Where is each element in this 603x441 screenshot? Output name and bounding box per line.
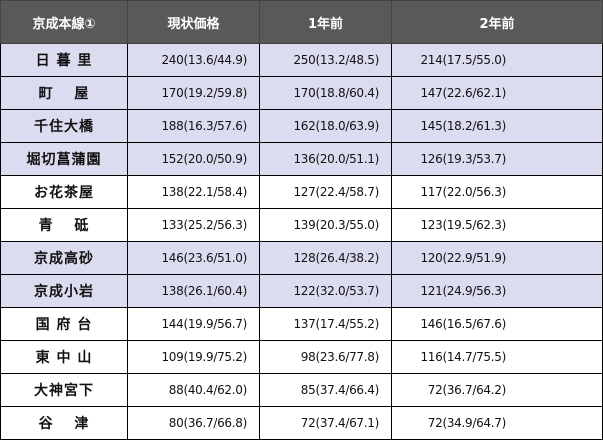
1-year-ago-cell: 250(13.2/48.5) (259, 43, 392, 77)
1-year-ago-cell: 98(23.6/77.8) (259, 340, 392, 374)
header-station: 京成本線① (0, 0, 128, 44)
2-years-ago-cell: 72(34.9/64.7) (391, 406, 603, 440)
header-current-price: 現状価格 (127, 0, 260, 44)
2-years-ago-cell: 147(22.6/62.1) (391, 76, 603, 110)
1-year-ago-cell: 128(26.4/38.2) (259, 241, 392, 275)
2-years-ago-cell: 146(16.5/67.6) (391, 307, 603, 341)
1-year-ago-cell: 85(37.4/66.4) (259, 373, 392, 407)
station-name: 青 砥 (0, 208, 128, 242)
table-row: 京成小岩 138(26.1/60.4) 122(32.0/53.7) 121(24.9… (0, 274, 603, 308)
header-row: 京成本線① 現状価格 1年前 2年前 (0, 0, 603, 44)
2-years-ago-cell: 72(36.7/64.2) (391, 373, 603, 407)
table-row: 青 砥 133(25.2/56.3) 139(20.3/55.0) 123(19.5/… (0, 208, 603, 242)
1-year-ago-cell: 72(37.4/67.1) (259, 406, 392, 440)
table-row: 東 中 山 109(19.9/75.2) 98(23.6/77.8) 116(14.7… (0, 340, 603, 374)
2-years-ago-cell: 116(14.7/75.5) (391, 340, 603, 374)
table-row: 町 屋 170(19.2/59.8) 170(18.8/60.4) 147(22.6/… (0, 76, 603, 110)
station-name: 京成小岩 (0, 274, 128, 308)
1-year-ago-cell: 137(17.4/55.2) (259, 307, 392, 341)
2-years-ago-cell: 121(24.9/56.3) (391, 274, 603, 308)
table-row: 国 府 台 144(19.9/56.7) 137(17.4/55.2) 146(16.… (0, 307, 603, 341)
2-years-ago-cell: 145(18.2/61.3) (391, 109, 603, 143)
table-row: 大神宮下 88(40.4/62.0) 85(37.4/66.4) 72(36.7/64… (0, 373, 603, 407)
table-row: お花茶屋 138(22.1/58.4) 127(22.4/58.7) 117(22.0… (0, 175, 603, 209)
station-name: 千住大橋 (0, 109, 128, 143)
header-1-year-ago: 1年前 (259, 0, 392, 44)
2-years-ago-cell: 117(22.0/56.3) (391, 175, 603, 209)
station-name: 京成高砂 (0, 241, 128, 275)
current-price-cell: 138(22.1/58.4) (127, 175, 260, 209)
table-row: 谷 津 80(36.7/66.8) 72(37.4/67.1) 72(34.9/64.… (0, 406, 603, 440)
station-name: 堀切菖蒲園 (0, 142, 128, 176)
1-year-ago-cell: 139(20.3/55.0) (259, 208, 392, 242)
station-name: 日 暮 里 (0, 43, 128, 77)
station-name: 大神宮下 (0, 373, 128, 407)
table-row: 京成高砂 146(23.6/51.0) 128(26.4/38.2) 120(22.9… (0, 241, 603, 275)
current-price-cell: 144(19.9/56.7) (127, 307, 260, 341)
current-price-cell: 88(40.4/62.0) (127, 373, 260, 407)
2-years-ago-cell: 120(22.9/51.9) (391, 241, 603, 275)
current-price-cell: 240(13.6/44.9) (127, 43, 260, 77)
1-year-ago-cell: 170(18.8/60.4) (259, 76, 392, 110)
table-row: 堀切菖蒲園 152(20.0/50.9) 136(20.0/51.1) 126(19.… (0, 142, 603, 176)
1-year-ago-cell: 136(20.0/51.1) (259, 142, 392, 176)
station-name: 東 中 山 (0, 340, 128, 374)
station-name: 町 屋 (0, 76, 128, 110)
1-year-ago-cell: 122(32.0/53.7) (259, 274, 392, 308)
current-price-cell: 109(19.9/75.2) (127, 340, 260, 374)
current-price-cell: 133(25.2/56.3) (127, 208, 260, 242)
station-name: お花茶屋 (0, 175, 128, 209)
current-price-cell: 80(36.7/66.8) (127, 406, 260, 440)
station-name: 谷 津 (0, 406, 128, 440)
2-years-ago-cell: 126(19.3/53.7) (391, 142, 603, 176)
current-price-cell: 170(19.2/59.8) (127, 76, 260, 110)
current-price-cell: 188(16.3/57.6) (127, 109, 260, 143)
table-row: 日 暮 里 240(13.6/44.9) 250(13.2/48.5) 214(17.… (0, 43, 603, 77)
1-year-ago-cell: 162(18.0/63.9) (259, 109, 392, 143)
station-name: 国 府 台 (0, 307, 128, 341)
current-price-cell: 146(23.6/51.0) (127, 241, 260, 275)
current-price-cell: 138(26.1/60.4) (127, 274, 260, 308)
current-price-cell: 152(20.0/50.9) (127, 142, 260, 176)
header-2-years-ago: 2年前 (391, 0, 603, 44)
1-year-ago-cell: 127(22.4/58.7) (259, 175, 392, 209)
2-years-ago-cell: 214(17.5/55.0) (391, 43, 603, 77)
table-body: 日 暮 里 240(13.6/44.9) 250(13.2/48.5) 214(17.… (0, 43, 603, 440)
2-years-ago-cell: 123(19.5/62.3) (391, 208, 603, 242)
table-row: 千住大橋 188(16.3/57.6) 162(18.0/63.9) 145(18.2… (0, 109, 603, 143)
